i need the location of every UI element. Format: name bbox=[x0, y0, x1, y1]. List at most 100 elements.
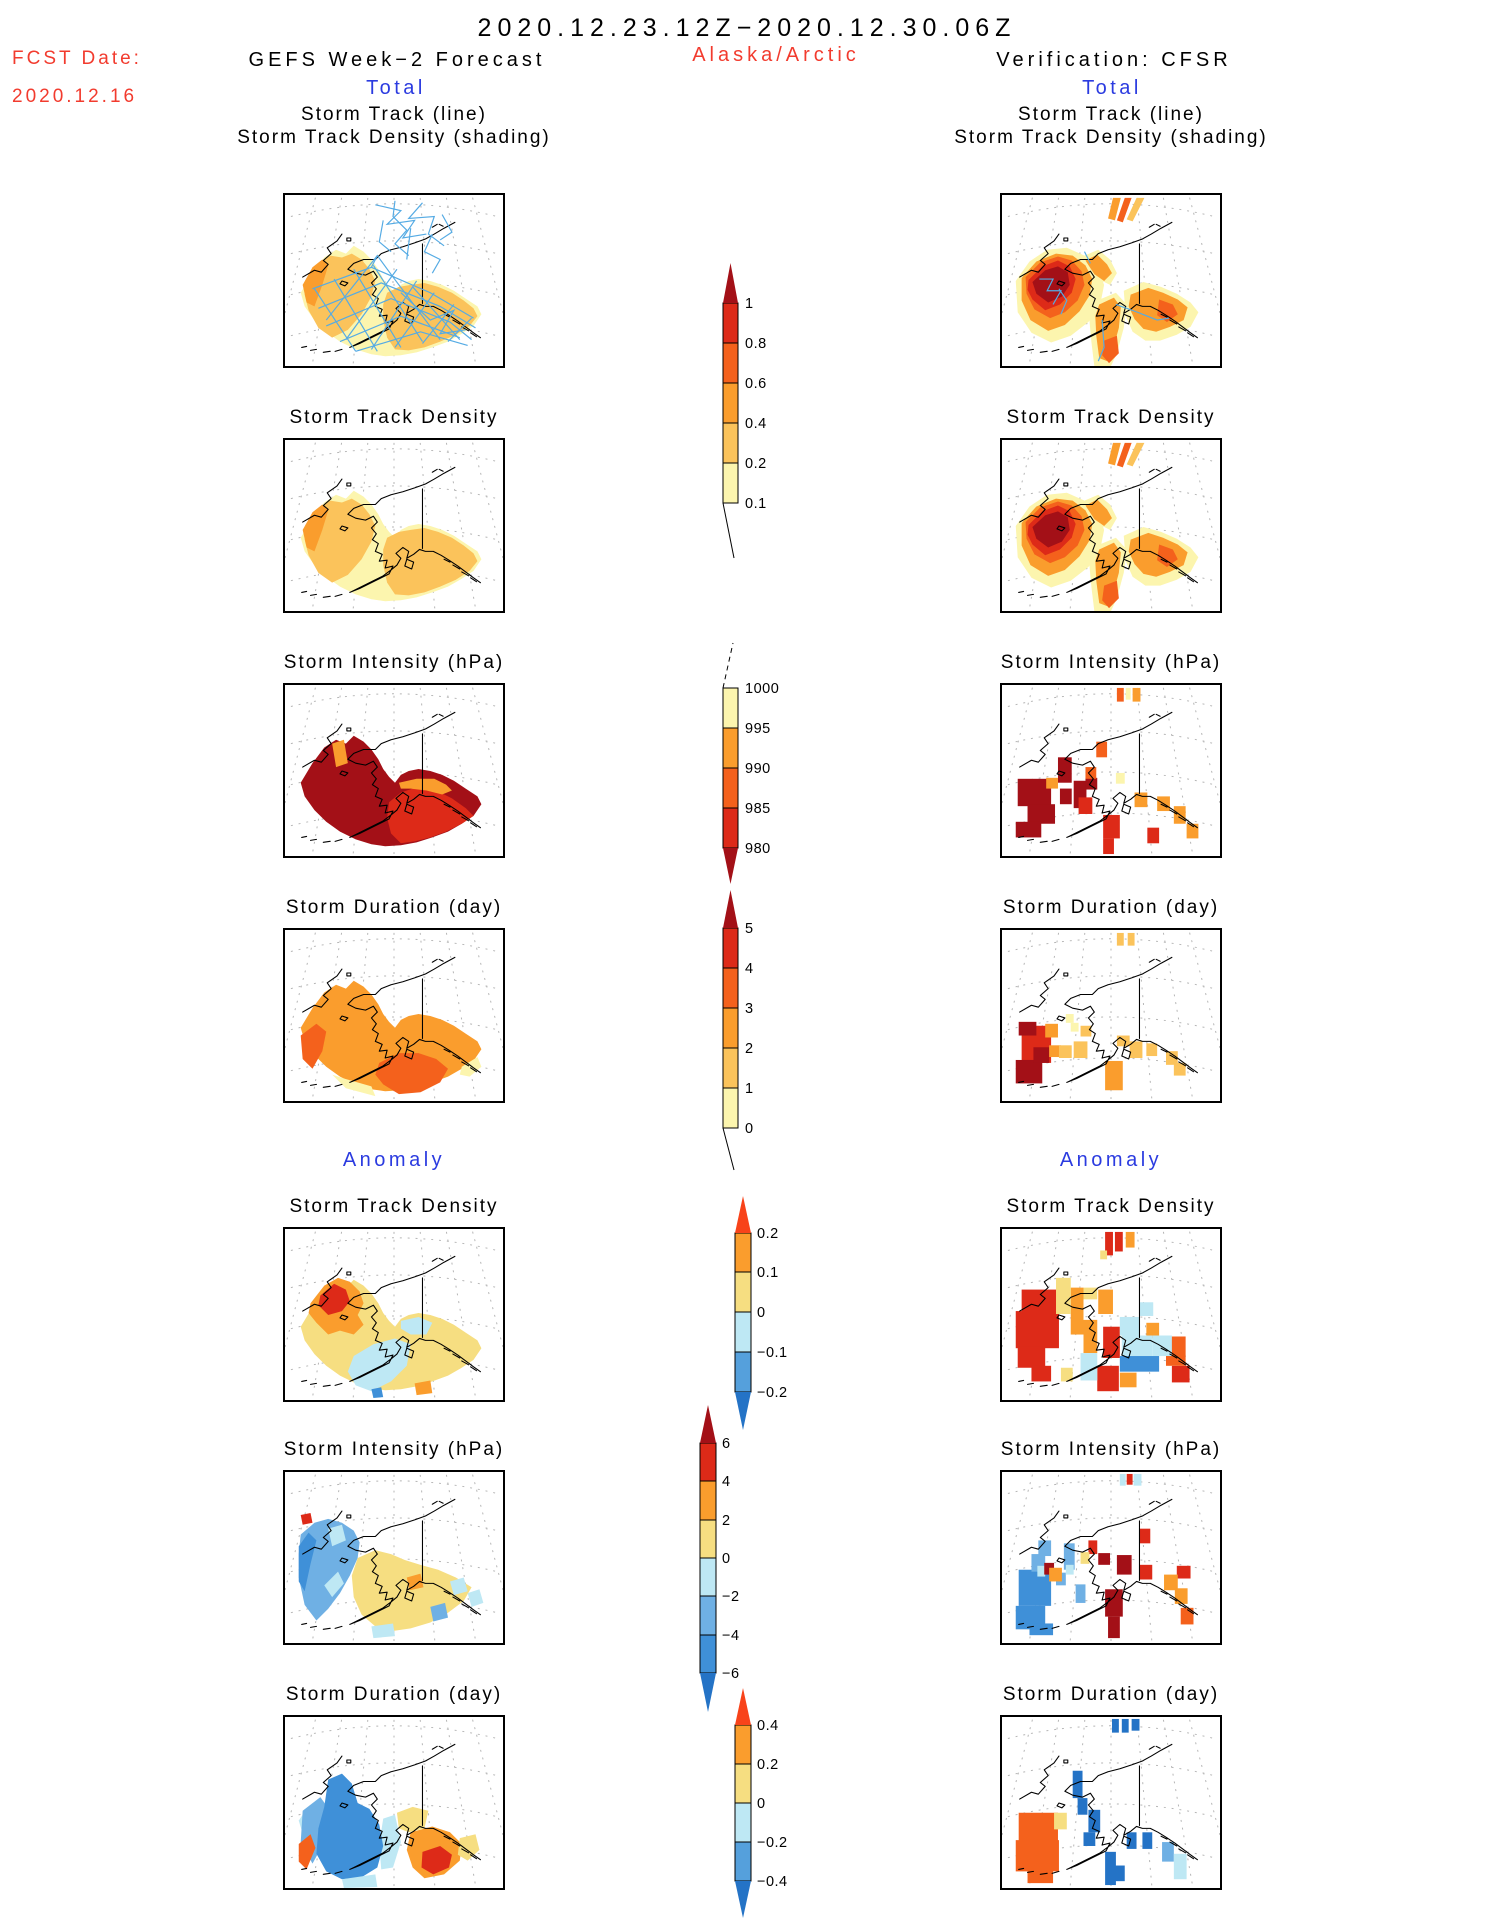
colorbar-anom_intensity: 6 4 2 0 −2 −4 −6 bbox=[699, 1405, 740, 1712]
colorbar-tick-total_track_density-0: 1 bbox=[745, 296, 754, 312]
section-total-right: Total bbox=[1082, 77, 1142, 99]
colorbar-tick-anom_duration-1: 0.2 bbox=[757, 1757, 779, 1773]
colorbar-tick-anom_duration-3: −0.2 bbox=[757, 1835, 788, 1851]
colorbar-tick-anom_track_density-0: 0.2 bbox=[757, 1226, 779, 1242]
fcst-date-value: 2020.12.16 bbox=[12, 86, 138, 107]
colorbar-tick-anom_duration-2: 0 bbox=[757, 1796, 766, 1812]
map-canvas-L1 bbox=[285, 195, 503, 366]
page-title: 2020.12.23.12Z−2020.12.30.06Z bbox=[477, 14, 1017, 42]
colorbar-tick-anom_intensity-5: −4 bbox=[722, 1628, 740, 1644]
colorbars-canvas: 10.80.60.40.20.110009959909859805432100.… bbox=[699, 263, 788, 1918]
map-title-row5-left: Storm Track Density bbox=[289, 1196, 499, 1217]
coastline bbox=[301, 221, 481, 353]
colorbar-tick-anom_intensity-0: 6 bbox=[722, 1436, 731, 1452]
map-canvas-R4 bbox=[1002, 930, 1220, 1101]
map-panel-L2 bbox=[283, 438, 505, 613]
map-title-row4-right: Storm Duration (day) bbox=[1002, 897, 1220, 918]
coastline bbox=[301, 1255, 481, 1387]
map-panel-L6 bbox=[283, 1470, 505, 1645]
coastline bbox=[301, 1743, 481, 1875]
colorbar-tick-total_intensity-1: 995 bbox=[745, 721, 771, 737]
coastline bbox=[1018, 1498, 1198, 1630]
colorbar-tick-anom_track_density-2: 0 bbox=[757, 1305, 766, 1321]
shading-L7 bbox=[298, 1773, 480, 1888]
map-title-row4-left: Storm Duration (day) bbox=[285, 897, 503, 918]
colorbar-tick-total_track_density-3: 0.4 bbox=[745, 416, 767, 432]
shading-L6 bbox=[298, 1513, 484, 1639]
colorbar-tick-anom_intensity-4: −2 bbox=[722, 1589, 740, 1605]
map-canvas-R6 bbox=[1002, 1472, 1220, 1643]
map-panel-R3 bbox=[1000, 683, 1222, 858]
colorbar-tick-anom_track_density-4: −0.2 bbox=[757, 1385, 788, 1401]
shading-R2 bbox=[1015, 442, 1199, 611]
map-title-row3-right: Storm Intensity (hPa) bbox=[1000, 652, 1222, 673]
coastline bbox=[1018, 1255, 1198, 1387]
coastline bbox=[301, 956, 481, 1088]
map-canvas-L4 bbox=[285, 930, 503, 1101]
colorbar-tick-anom_duration-0: 0.4 bbox=[757, 1718, 779, 1734]
map-title-row2-right: Storm Track Density bbox=[1006, 407, 1216, 428]
colorbar-tick-total_intensity-3: 985 bbox=[745, 801, 771, 817]
shading-L4 bbox=[300, 980, 482, 1097]
map-canvas-R5 bbox=[1002, 1229, 1220, 1400]
map-panel-R5 bbox=[1000, 1227, 1222, 1402]
map-panel-R4 bbox=[1000, 928, 1222, 1103]
colorbar-anom_track_density: 0.2 0.1 0 −0.1 −0.2 bbox=[734, 1196, 788, 1430]
storm-tracks-R1 bbox=[1039, 251, 1170, 362]
map-title-row7-right: Storm Duration (day) bbox=[1002, 1684, 1220, 1705]
colorbar-tick-total_duration-1: 4 bbox=[745, 961, 754, 977]
storm-tracks-L1 bbox=[312, 200, 476, 352]
colorbar-tick-total_duration-5: 0 bbox=[745, 1121, 754, 1137]
model-column-title: GEFS Week−2 Forecast bbox=[248, 49, 546, 71]
region-label: Alaska/Arctic bbox=[692, 44, 860, 66]
verification-column-title: Verification: CFSR bbox=[996, 49, 1232, 71]
colorbar-tick-anom_intensity-1: 4 bbox=[722, 1474, 731, 1490]
map-panel-R7 bbox=[1000, 1715, 1222, 1890]
colorbar-tick-total_intensity-2: 990 bbox=[745, 761, 771, 777]
colorbar-tick-total_track_density-2: 0.6 bbox=[745, 376, 767, 392]
coastline bbox=[301, 1498, 481, 1630]
map-title-row2-left: Storm Track Density bbox=[289, 407, 499, 428]
map-title-row1-left: Storm Track (line) bbox=[301, 104, 487, 125]
colorbar-tick-total_intensity-0: 1000 bbox=[745, 681, 779, 697]
map-title-row7-left: Storm Duration (day) bbox=[285, 1684, 503, 1705]
colorbar-total_track_density: 1 0.8 0.6 0.4 0.2 0.1 bbox=[722, 263, 767, 559]
colorbar-tick-total_duration-3: 2 bbox=[745, 1041, 754, 1057]
colorbar-total_duration: 5 4 3 2 1 0 bbox=[722, 890, 754, 1171]
shading-L5 bbox=[300, 1277, 482, 1399]
colorbar-tick-anom_intensity-3: 0 bbox=[722, 1551, 731, 1567]
shading-R4 bbox=[1015, 932, 1186, 1091]
colorbar-tick-total_track_density-1: 0.8 bbox=[745, 336, 767, 352]
map-canvas-R3 bbox=[1002, 685, 1220, 856]
colorbar-tick-total_duration-0: 5 bbox=[745, 921, 754, 937]
shading-R6 bbox=[1015, 1473, 1194, 1639]
fcst-date-label: FCST Date: bbox=[12, 48, 142, 69]
map-panel-R2 bbox=[1000, 438, 1222, 613]
map-canvas-L6 bbox=[285, 1472, 503, 1643]
map-canvas-R2 bbox=[1002, 440, 1220, 611]
map-canvas-L3 bbox=[285, 685, 503, 856]
coastline bbox=[1018, 221, 1198, 353]
map-panel-R1 bbox=[1000, 193, 1222, 368]
map-canvas-L5 bbox=[285, 1229, 503, 1400]
colorbar-tick-total_track_density-4: 0.2 bbox=[745, 456, 767, 472]
colorbar-tick-anom_track_density-1: 0.1 bbox=[757, 1265, 779, 1281]
colorbar-tick-anom_intensity-6: −6 bbox=[722, 1666, 740, 1682]
map-title-row5-right: Storm Track Density bbox=[1006, 1196, 1216, 1217]
colorbar-tick-total_duration-4: 1 bbox=[745, 1081, 754, 1097]
map-canvas-R1 bbox=[1002, 195, 1220, 366]
colorbar-total_intensity: 1000 995 990 985 980 bbox=[722, 642, 779, 884]
shading-R1 bbox=[1015, 197, 1199, 366]
map-title-row1-right: Storm Track (line) bbox=[1018, 104, 1204, 125]
map-title-row1-left: Storm Track Density (shading) bbox=[237, 127, 551, 148]
colorbar-tick-anom_track_density-3: −0.1 bbox=[757, 1345, 788, 1361]
map-panel-L5 bbox=[283, 1227, 505, 1402]
colorbar-tick-total_duration-2: 3 bbox=[745, 1001, 754, 1017]
colorbar-tick-total_intensity-4: 980 bbox=[745, 841, 771, 857]
section-anomaly-right: Anomaly bbox=[1059, 1149, 1163, 1171]
coastline bbox=[1018, 956, 1198, 1088]
colorbar-tick-total_track_density-5: 0.1 bbox=[745, 496, 767, 512]
shading-L2 bbox=[300, 490, 482, 602]
section-anomaly-left: Anomaly bbox=[342, 1149, 446, 1171]
